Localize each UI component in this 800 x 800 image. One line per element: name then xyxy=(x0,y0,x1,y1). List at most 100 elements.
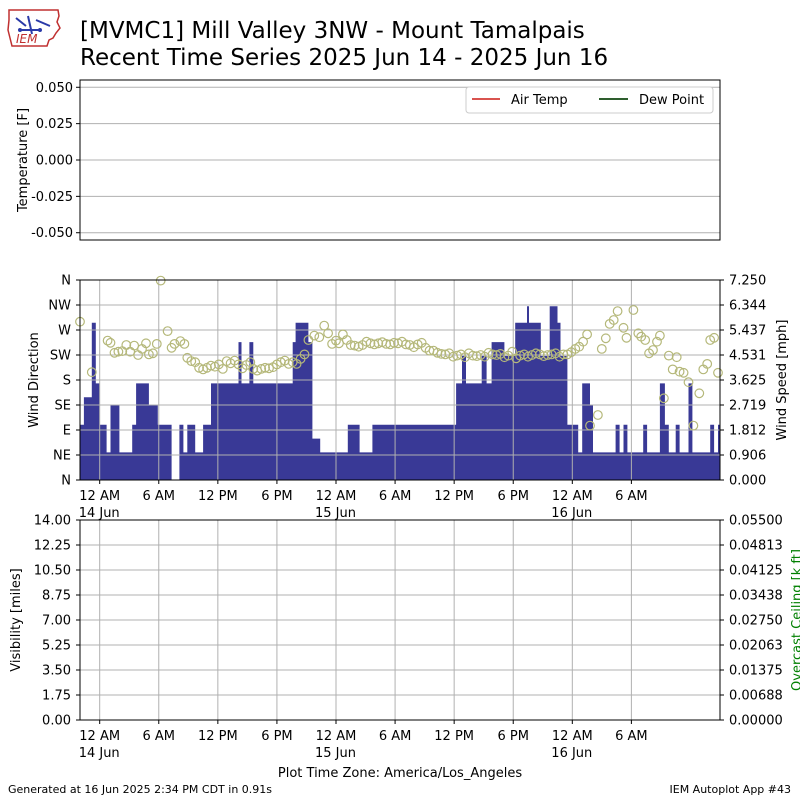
vis-axes-frame xyxy=(79,519,721,721)
wind-speed-tick-label: 0.000 xyxy=(729,474,766,489)
vis-tick-label: 12.25 xyxy=(34,539,71,554)
wind-time-tick-label: 6 AM xyxy=(615,489,648,504)
ceiling-tick-label: 0.04125 xyxy=(729,564,783,579)
wind-direction-point xyxy=(674,366,685,377)
wind-speed-tick-label: 6.344 xyxy=(729,299,766,314)
vis-tick-label: 8.75 xyxy=(42,589,71,604)
wind-direction-point xyxy=(162,326,173,337)
wind-speed-tick-label: 0.906 xyxy=(729,449,766,464)
wind-dir-tick-label: SE xyxy=(55,399,71,414)
wind-dir-tick-label: N xyxy=(61,274,71,289)
legend-label-air-temp: Air Temp xyxy=(511,93,568,108)
wind-direction-point xyxy=(319,320,330,331)
wind-direction-point xyxy=(105,337,116,348)
wind-dir-tick-label: W xyxy=(58,324,71,339)
vis-time-tick-label: 6 PM xyxy=(497,729,528,744)
wind-direction-point xyxy=(671,352,682,363)
wind-direction-point xyxy=(381,339,392,349)
wind-time-tick-label: 6 PM xyxy=(261,489,292,504)
wind-direction-point xyxy=(578,336,588,347)
wind-direction-point xyxy=(299,349,310,360)
wind-dir-tick-label: N xyxy=(61,474,71,489)
ceiling-tick-label: 0.01375 xyxy=(729,664,783,679)
wind-direction-point xyxy=(515,350,525,361)
vis-tick-label: 3.50 xyxy=(42,664,71,679)
vis-time-tick-label: 6 PM xyxy=(261,729,292,744)
wind-direction-point xyxy=(702,359,713,369)
wind-direction-point xyxy=(471,351,482,362)
wind-dir-tick-label: E xyxy=(63,424,71,439)
wind-direction-point xyxy=(694,388,705,399)
wind-direction-point xyxy=(640,335,651,345)
visibility-axis-label: Visibility [miles] xyxy=(9,568,24,671)
generated-note: Generated at 16 Jun 2025 2:34 PM CDT in … xyxy=(8,783,273,796)
wind-dir-tick-label: S xyxy=(63,374,71,389)
vis-date-tick-label: 14 Jun xyxy=(79,746,120,761)
temp-axes-frame xyxy=(79,79,721,241)
wind-direction-point xyxy=(169,339,180,349)
wind-direction-point xyxy=(713,367,723,378)
wind-direction-point xyxy=(86,367,97,378)
wind-date-tick-label: 16 Jun xyxy=(551,506,592,521)
wind-direction-point xyxy=(652,336,662,347)
wind-dir-tick-label: NW xyxy=(48,299,71,314)
legend-box xyxy=(465,86,714,114)
wind-direction-point xyxy=(585,420,595,431)
wind-direction-point xyxy=(593,410,603,420)
wind-direction-point xyxy=(245,357,256,368)
ceiling-tick-label: 0.03438 xyxy=(729,589,783,604)
wind-direction-point xyxy=(264,363,274,374)
vis-time-tick-label: 12 AM xyxy=(79,729,120,744)
wind-speed-tick-label: 3.625 xyxy=(729,374,766,389)
ceiling-tick-label: 0.04813 xyxy=(729,539,783,554)
wind-date-tick-label: 14 Jun xyxy=(79,506,120,521)
vis-date-tick-label: 16 Jun xyxy=(551,746,592,761)
wind-direction-point xyxy=(436,349,447,359)
wind-direction-point xyxy=(331,335,341,346)
wind-direction-point xyxy=(608,315,619,325)
wind-direction-point xyxy=(648,345,658,355)
wind-direction-point xyxy=(633,328,644,339)
wind-direction-point xyxy=(217,364,228,374)
vis-tick-label: 0.00 xyxy=(42,714,71,729)
wind-direction-point xyxy=(468,350,478,361)
legend-label-dew-point: Dew Point xyxy=(639,93,704,108)
wind-time-tick-label: 12 PM xyxy=(434,489,474,504)
ceiling-tick-label: 0.00000 xyxy=(729,714,783,729)
wind-direction-point xyxy=(147,348,158,359)
iem-logo: IEM xyxy=(7,9,61,47)
wind-direction-point xyxy=(113,346,124,357)
wind-direction-point xyxy=(349,340,360,351)
wind-direction-point xyxy=(683,377,694,388)
chart-title-line2: Recent Time Series 2025 Jun 14 - 2025 Ju… xyxy=(80,45,609,71)
vis-tick-label: 1.75 xyxy=(42,689,71,704)
ceiling-tick-label: 0.05500 xyxy=(729,514,783,529)
wind-time-tick-label: 12 AM xyxy=(552,489,593,504)
wind-direction-axis-label: Wind Direction xyxy=(27,332,42,428)
wind-direction-point xyxy=(179,339,190,349)
vis-time-tick-label: 6 AM xyxy=(615,729,648,744)
wind-time-tick-label: 12 AM xyxy=(316,489,357,504)
wind-speed-tick-label: 7.250 xyxy=(729,274,766,289)
wind-time-tick-label: 6 AM xyxy=(143,489,176,504)
ceiling-tick-label: 0.02750 xyxy=(729,614,783,629)
wind-direction-point xyxy=(186,356,197,367)
wind-direction-point xyxy=(151,339,162,349)
vis-tick-label: 10.50 xyxy=(34,564,71,579)
wind-direction-point xyxy=(688,420,699,431)
wind-speed-tick-label: 5.437 xyxy=(729,324,766,339)
vis-time-tick-label: 6 AM xyxy=(379,729,412,744)
temp-tick-label: 0.050 xyxy=(36,81,73,96)
wind-direction-point xyxy=(260,362,271,373)
vis-time-tick-label: 12 AM xyxy=(316,729,357,744)
wind-speed-tick-label: 4.531 xyxy=(729,349,766,364)
wind-direction-point xyxy=(600,333,611,344)
wind-direction-point xyxy=(612,306,623,317)
wind-direction-point xyxy=(256,364,267,374)
wind-date-tick-label: 15 Jun xyxy=(315,506,356,521)
wind-dir-tick-label: SW xyxy=(50,349,71,364)
wind-direction-point xyxy=(102,335,113,346)
wind-direction-point xyxy=(709,332,719,343)
